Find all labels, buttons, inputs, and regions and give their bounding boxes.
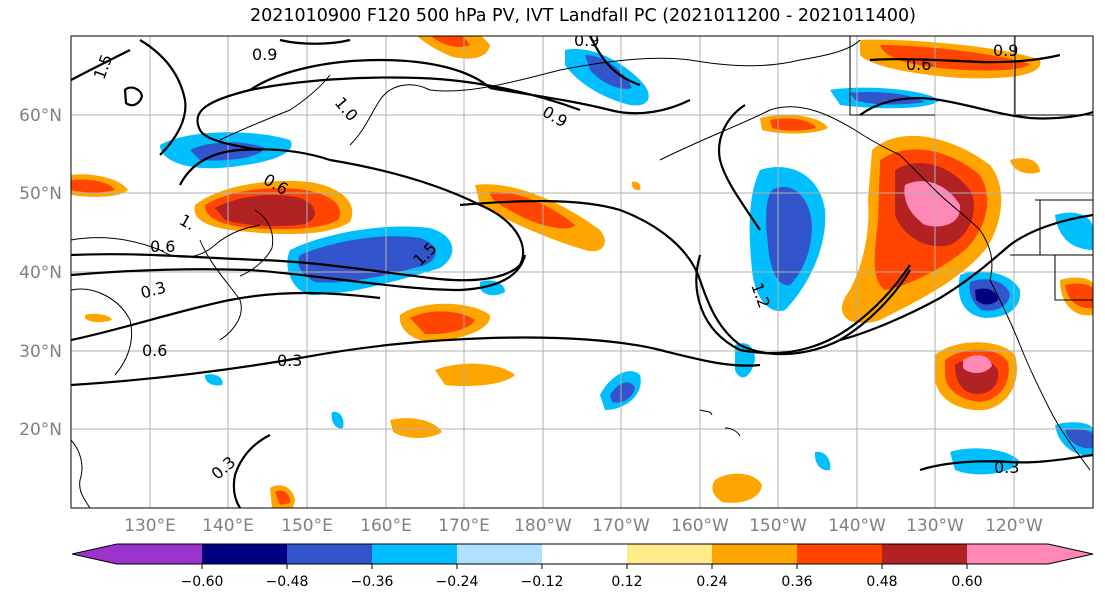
shading-layer — [71, 36, 1093, 508]
contour-label: 0.3 — [994, 458, 1019, 477]
colorbar-tick-label: 0.60 — [951, 574, 982, 590]
colorbar-segment — [457, 544, 542, 564]
map-frame — [70, 35, 1094, 509]
colorbar-tick-label: −0.36 — [351, 574, 394, 590]
lon-label: 160°E — [360, 516, 412, 536]
lon-label: 180°W — [514, 516, 572, 536]
colorbar-segment — [882, 544, 967, 564]
lat-label: 30°N — [19, 342, 62, 362]
lat-label: 20°N — [19, 420, 62, 440]
contour-label: 0.9 — [252, 45, 277, 64]
colorbar-segment — [627, 544, 712, 564]
lon-label: 140°E — [202, 516, 254, 536]
colorbar-tick-label: −0.24 — [436, 574, 479, 590]
lon-label: 150°W — [749, 516, 807, 536]
contour-label: 0.9 — [574, 31, 599, 50]
lat-label: 60°N — [19, 106, 62, 126]
lon-label: 130°W — [906, 516, 964, 536]
contour-label: 0.9 — [993, 41, 1018, 60]
colorbar-segment — [542, 544, 627, 564]
colorbar-outline — [71, 543, 1094, 565]
map-title: 2021010900 F120 500 hPa PV, IVT Landfall… — [249, 6, 917, 26]
contour-label: 0.6 — [906, 55, 931, 74]
lon-label: 160°W — [671, 516, 729, 536]
pv-contours — [71, 36, 1093, 508]
lon-label: 140°W — [828, 516, 886, 536]
colorbar-segment — [372, 544, 457, 564]
lon-label: 150°E — [281, 516, 333, 536]
contour-label: 0.3 — [277, 351, 302, 370]
colorbar-segment — [202, 544, 287, 564]
lon-label: 170°W — [592, 516, 650, 536]
colorbar-segment — [797, 544, 882, 564]
colorbar-tick-label: 0.36 — [781, 574, 812, 590]
colorbar-tick-label: 0.24 — [696, 574, 727, 590]
colorbar-segment — [967, 544, 1049, 564]
colorbar-tick-label: 0.48 — [866, 574, 897, 590]
map-panel: 1.5 0.9 0.9 0.9 0.6 1.0 0.9 0.6 1. 0.6 0… — [71, 31, 1093, 508]
lat-label: 40°N — [19, 263, 62, 283]
colorbar-tick-label: 0.12 — [611, 574, 642, 590]
contour-label: 0.6 — [150, 237, 175, 256]
latitude-labels: 60°N 50°N 40°N 30°N 20°N — [19, 106, 62, 440]
lon-label: 120°W — [985, 516, 1043, 536]
lon-label: 170°E — [438, 516, 490, 536]
longitude-labels: 130°E 140°E 150°E 160°E 170°E 180°W 170°… — [124, 516, 1043, 536]
colorbar-segment — [72, 544, 117, 564]
colorbar-segment — [287, 544, 372, 564]
lon-label: 130°E — [124, 516, 176, 536]
colorbar-tick-label: −0.12 — [521, 574, 564, 590]
contour-label: 0.6 — [142, 341, 167, 360]
lat-label: 50°N — [19, 184, 62, 204]
colorbar-segment — [712, 544, 797, 564]
colorbar-tick-label: −0.48 — [266, 574, 309, 590]
colorbar-segment — [116, 544, 202, 564]
colorbar-segment — [1048, 544, 1093, 564]
colorbar: −0.60 −0.48 −0.36 −0.24 −0.12 0.12 0.24 … — [71, 543, 1094, 590]
colorbar-tick-label: −0.60 — [181, 574, 224, 590]
